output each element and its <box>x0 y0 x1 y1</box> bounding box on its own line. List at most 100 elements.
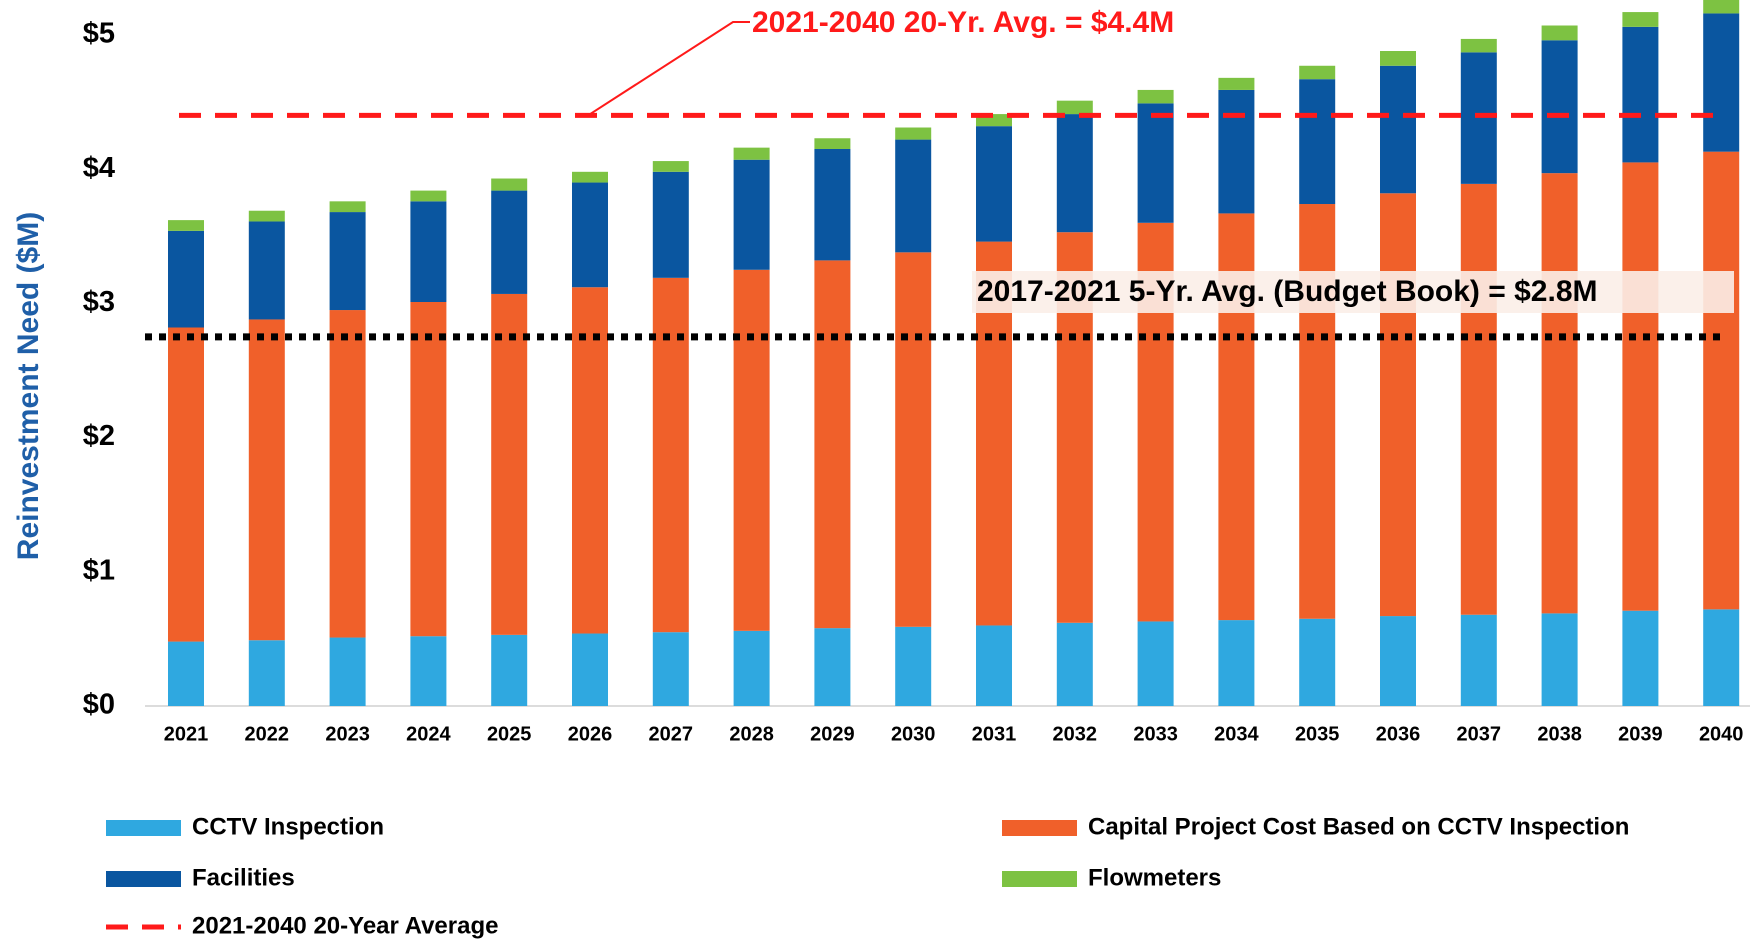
x-tick-label: 2035 <box>1295 723 1340 745</box>
legend-swatch <box>106 820 181 836</box>
bar-segment <box>1622 12 1659 27</box>
bar-segment <box>1056 114 1093 233</box>
x-tick-label: 2038 <box>1537 723 1582 745</box>
bar-segment <box>410 190 447 202</box>
annotation: 2021-2040 20-Yr. Avg. = $4.4M <box>752 6 1174 39</box>
bar-segment <box>1460 183 1497 615</box>
legend-label: Facilities <box>192 864 295 891</box>
bar-segment <box>976 625 1012 706</box>
legend-swatch <box>106 871 181 887</box>
legend-label: CCTV Inspection <box>192 813 384 840</box>
bar-segment <box>1380 51 1416 66</box>
bar-segment <box>1299 65 1336 80</box>
bar-segment <box>1703 609 1740 706</box>
bar-segment <box>1541 25 1578 41</box>
bar-segment <box>248 319 285 641</box>
bar-segment <box>1460 614 1497 706</box>
bar-segment <box>1218 89 1255 214</box>
bar-segment <box>1622 610 1659 706</box>
x-tick-label: 2026 <box>568 723 613 745</box>
bar-segment <box>491 178 528 191</box>
bar-segment <box>1299 618 1336 706</box>
x-tick-label: 2027 <box>649 723 694 745</box>
bar-segment <box>1703 151 1740 610</box>
bar-segment <box>895 626 932 706</box>
bar-segment <box>1218 620 1255 706</box>
bar-segment <box>1056 100 1093 115</box>
bar-segment <box>1137 621 1174 706</box>
bar-segment <box>976 126 1012 242</box>
bar-segment <box>814 148 851 261</box>
legend-swatch <box>1002 871 1077 887</box>
y-tick-label: $3 <box>83 286 115 318</box>
bar-segment <box>1541 173 1578 614</box>
bar-segment <box>1380 616 1416 706</box>
bar-segment <box>733 159 770 270</box>
bar-segment <box>733 147 770 160</box>
y-tick-label: $1 <box>83 554 115 586</box>
x-tick-label: 2032 <box>1053 723 1098 745</box>
bar-segment <box>895 252 932 627</box>
x-tick-label: 2037 <box>1457 723 1502 745</box>
bar-segment <box>572 182 608 288</box>
legend-label: Flowmeters <box>1088 864 1221 891</box>
y-tick-label: $0 <box>83 689 115 721</box>
bar-segment <box>1137 103 1174 223</box>
x-tick-label: 2031 <box>972 723 1017 745</box>
legend-label: 2021-2040 20-Year Average <box>192 912 498 939</box>
y-tick-label: $2 <box>83 420 115 452</box>
bar-segment <box>168 220 204 231</box>
y-tick-label: $4 <box>83 152 115 184</box>
bar-segment <box>1541 40 1578 174</box>
x-tick-label: 2021 <box>164 723 209 745</box>
bar-segment <box>491 634 528 706</box>
bar-segment <box>248 210 285 222</box>
x-tick-label: 2034 <box>1214 723 1259 745</box>
bar-segment <box>733 269 770 631</box>
x-tick-label: 2029 <box>810 723 855 745</box>
bar-segment <box>1056 622 1093 706</box>
bar-segment <box>1703 0 1740 14</box>
bar-segment <box>168 230 204 328</box>
bar-segment <box>491 293 528 635</box>
bar-segment <box>410 301 447 637</box>
bar-segment <box>1380 65 1416 194</box>
x-tick-label: 2024 <box>406 723 451 745</box>
bar-segment <box>1137 89 1174 104</box>
bar-segment <box>1299 204 1336 619</box>
x-tick-label: 2040 <box>1699 723 1744 745</box>
x-tick-label: 2039 <box>1618 723 1663 745</box>
y-tick-label: $5 <box>83 18 115 50</box>
bar-segment <box>410 636 447 706</box>
legend-swatch <box>1002 820 1077 836</box>
bar-segment <box>168 327 204 642</box>
x-tick-label: 2023 <box>325 723 370 745</box>
bar-segment <box>329 212 366 311</box>
bar-segment <box>329 201 366 213</box>
x-tick-label: 2033 <box>1133 723 1178 745</box>
bar-segment <box>410 201 447 302</box>
bar-segment <box>814 628 851 706</box>
bar-segment <box>1460 52 1497 184</box>
x-tick-label: 2028 <box>729 723 774 745</box>
bar-segment <box>572 171 608 183</box>
bar-segment <box>1622 162 1659 611</box>
bar-segment <box>329 637 366 706</box>
y-axis-title: Reinvestment Need ($M) <box>12 212 45 560</box>
legend-label: Capital Project Cost Based on CCTV Inspe… <box>1088 813 1629 840</box>
bar-segment <box>814 260 851 629</box>
annotation-bg <box>972 271 1734 313</box>
bar-segment <box>1218 77 1255 90</box>
bar-segment <box>814 138 851 149</box>
bar-segment <box>1299 79 1336 205</box>
bar-segment <box>329 310 366 638</box>
bar-segment <box>652 632 689 706</box>
bar-segment <box>652 171 689 278</box>
x-tick-label: 2036 <box>1376 723 1421 745</box>
x-tick-label: 2025 <box>487 723 532 745</box>
bar-segment <box>895 139 932 253</box>
bar-segment <box>1703 13 1740 152</box>
bar-segment <box>572 287 608 634</box>
annotation-leader <box>587 21 750 117</box>
